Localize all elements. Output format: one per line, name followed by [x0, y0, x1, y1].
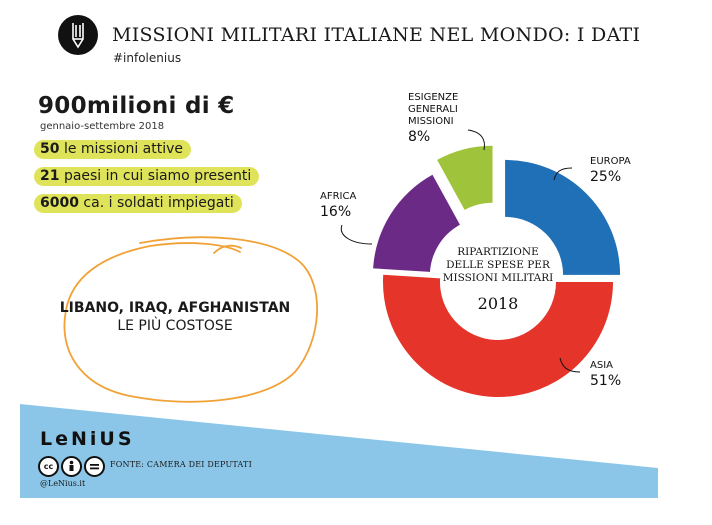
- slice-label-esigenze: ESIGENZE: [408, 92, 458, 103]
- slice-esigenze: [437, 145, 493, 210]
- slice-label-esigenze: GENERALI: [408, 104, 458, 115]
- license-icons: cc: [38, 456, 105, 477]
- cc-icon: cc: [38, 456, 59, 477]
- brand-logo: LeNiUS: [40, 428, 135, 450]
- slice-label-africa: AFRICA: [320, 191, 356, 202]
- fact-countries-number: 21: [40, 168, 60, 184]
- slice-label-asia: ASIA: [590, 360, 613, 371]
- fact-countries: 21 paesi in cui siamo presenti: [34, 167, 260, 186]
- source-note: FONTE: CAMERA DEI DEPUTATI: [110, 460, 252, 469]
- slice-value-africa: 16%: [320, 204, 351, 220]
- chart-title-line: RIPARTIZIONE: [457, 246, 539, 258]
- costly-missions-note: LIBANO, IRAQ, AFGHANISTAN LE PIÙ COSTOSE: [30, 300, 320, 334]
- slice-africa: [373, 174, 460, 272]
- chart-title-line: DELLE SPESE PER: [446, 259, 551, 271]
- leader-line-africa: [340, 224, 373, 245]
- leader-line-europa: [553, 167, 573, 181]
- costly-caption: LE PIÙ COSTOSE: [117, 318, 233, 334]
- hashtag: #infolenius: [113, 51, 182, 65]
- leader-line-asia: [559, 357, 581, 373]
- fact-missions-number: 50: [40, 141, 60, 157]
- fact-countries-text: paesi in cui siamo presenti: [63, 168, 252, 184]
- slice-label-esigenze: MISSIONI: [408, 116, 454, 127]
- fact-missions-text: le missioni attive: [63, 141, 184, 157]
- fact-missions: 50 le missioni attive: [34, 140, 192, 159]
- nd-icon: [84, 456, 105, 477]
- by-icon: [61, 456, 82, 477]
- chart-title-line: MISSIONI MILITARI: [443, 272, 554, 284]
- fact-soldiers: 6000 ca. i soldati impiegati: [34, 194, 242, 213]
- slice-europa: [505, 159, 621, 275]
- fact-soldiers-number: 6000: [40, 195, 79, 211]
- chart-year: 2018: [478, 294, 519, 313]
- period-label: gennaio-settembre 2018: [40, 121, 165, 132]
- costly-countries: LIBANO, IRAQ, AFGHANISTAN: [59, 300, 291, 316]
- fact-soldiers-text: ca. i soldati impiegati: [83, 195, 234, 211]
- slice-value-europa: 25%: [590, 169, 621, 185]
- pencil-logo-icon: [58, 15, 98, 55]
- total-amount: 900milioni di €: [38, 93, 235, 119]
- site-handle: @LeNius.it: [40, 479, 86, 488]
- slice-value-asia: 51%: [590, 373, 621, 389]
- leader-line-esigenze: [467, 129, 485, 151]
- slice-value-esigenze: 8%: [408, 129, 430, 145]
- slice-label-europa: EUROPA: [590, 156, 631, 167]
- slice-asia: [382, 274, 613, 398]
- page-title: MISSIONI MILITARI ITALIANE NEL MONDO: I …: [112, 24, 641, 46]
